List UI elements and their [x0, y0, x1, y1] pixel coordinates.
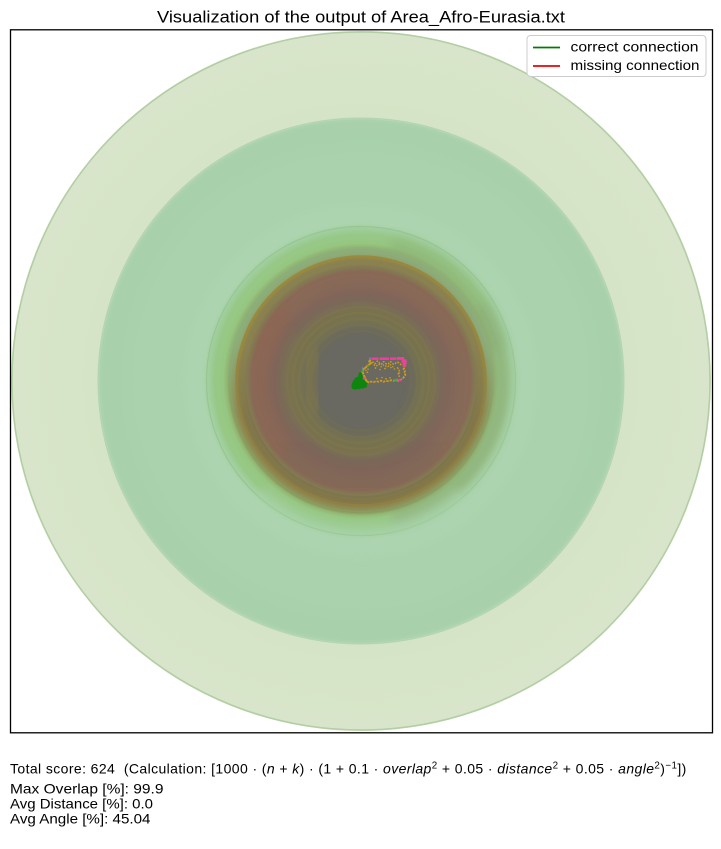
svg-text:Avg Distance [%]: 0.0: Avg Distance [%]: 0.0 [10, 796, 153, 812]
svg-text:Visualization of the output of: Visualization of the output of Area_Afro… [157, 7, 565, 26]
svg-text:Total score: 624 (Calculation: Total score: 624 (Calculation: [1000 · (… [10, 760, 687, 776]
svg-text:correct connection: correct connection [571, 39, 699, 55]
svg-text:missing connection: missing connection [571, 57, 700, 73]
svg-text:Avg Angle [%]: 45.04: Avg Angle [%]: 45.04 [10, 810, 151, 826]
svg-text:Max Overlap [%]: 99.9: Max Overlap [%]: 99.9 [10, 781, 164, 797]
